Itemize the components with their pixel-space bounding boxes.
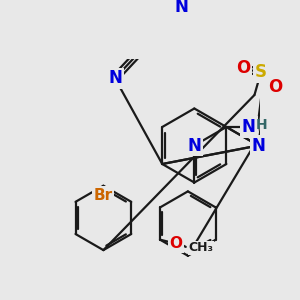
Text: N: N [188,136,201,154]
Text: S: S [255,64,267,82]
Text: O: O [236,59,250,77]
Text: N: N [175,0,189,16]
Text: O: O [268,78,283,96]
Text: N: N [251,136,266,154]
Text: N: N [242,118,256,136]
Text: Br: Br [94,188,113,203]
Text: CH₃: CH₃ [188,241,213,254]
Text: H: H [256,118,268,132]
Text: N: N [108,69,122,87]
Text: O: O [169,236,183,251]
